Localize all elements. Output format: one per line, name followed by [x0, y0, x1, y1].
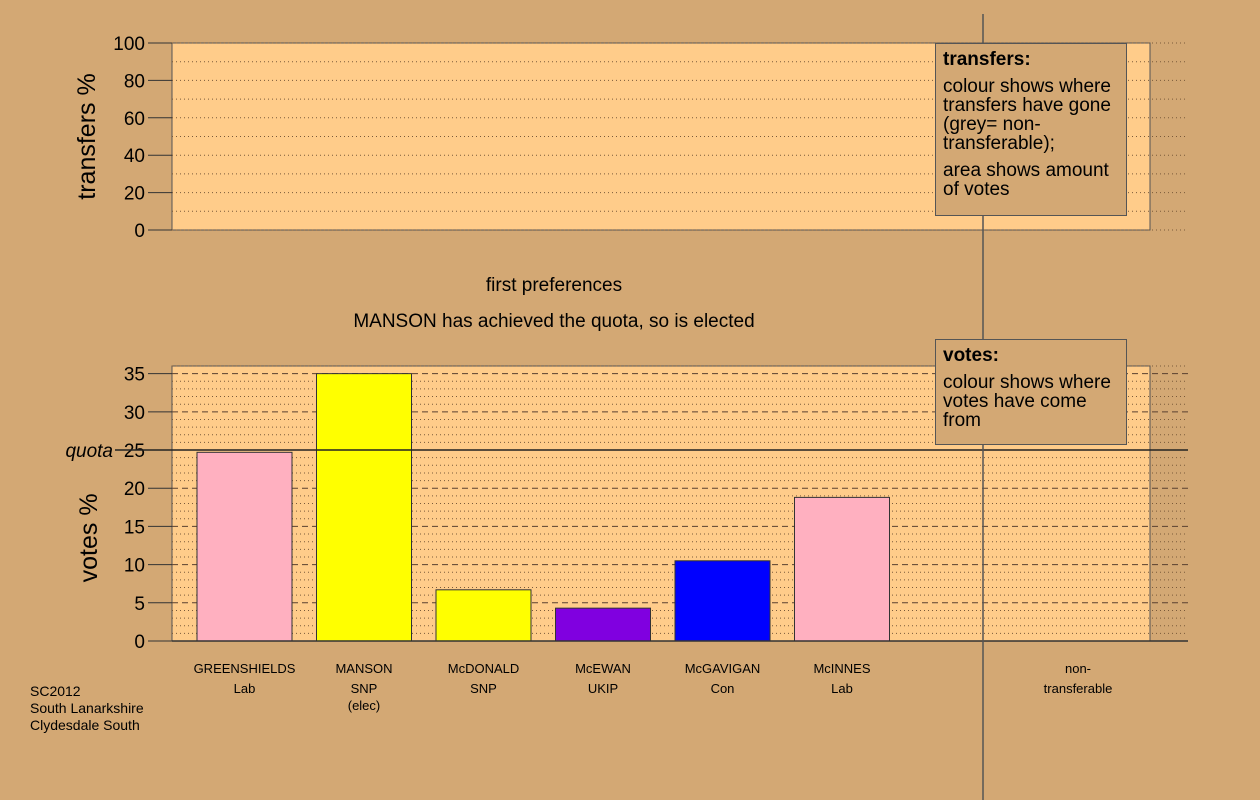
transfers-tick-label: 80 — [124, 71, 145, 92]
votes-tick-label: 15 — [124, 517, 145, 538]
candidate-note-label: (elec) — [348, 698, 381, 713]
transfers-legend-line1: colour shows where transfers have gone (… — [943, 76, 1111, 154]
votes-legend: votes: colour shows where votes have com… — [935, 339, 1127, 445]
candidate-name-label: McGAVIGAN — [685, 661, 761, 676]
votes-legend-line1: colour shows where votes have come from — [943, 372, 1111, 431]
votes-tick-label: 20 — [124, 479, 145, 500]
candidate-party-label: SNP — [351, 681, 378, 696]
votes-tick-label: 10 — [124, 556, 145, 577]
candidate-party-label: Con — [711, 681, 735, 696]
votes-axis-label: votes % — [75, 493, 103, 582]
nontransferable-label-line1: non- — [1065, 661, 1091, 676]
bar-mcewan — [555, 607, 651, 642]
quota-label: quota — [65, 441, 113, 462]
transfers-tick-label: 40 — [124, 146, 145, 167]
bar-greenshields — [196, 451, 293, 642]
stage-heading: first preferences — [486, 275, 622, 296]
bar-manson — [316, 373, 412, 642]
bar-mcinnes — [794, 496, 890, 642]
candidate-party-label: Lab — [831, 681, 853, 696]
nontransferable-label-line2: transferable — [1044, 681, 1113, 696]
transfers-tick-label: 20 — [124, 184, 145, 205]
footer-line1: SC2012 — [30, 683, 81, 699]
transfers-tick-label: 100 — [113, 34, 145, 55]
votes-tick-label: 25 — [124, 441, 145, 462]
transfers-legend-title: transfers: — [943, 49, 1031, 70]
votes-tick-label: 5 — [134, 594, 145, 615]
candidate-party-label: UKIP — [588, 681, 618, 696]
transfers-tick-label: 60 — [124, 109, 145, 130]
candidate-party-label: SNP — [470, 681, 497, 696]
footer-caption: SC2012 South Lanarkshire Clydesdale Sout… — [30, 683, 144, 734]
candidate-party-label: Lab — [234, 681, 256, 696]
bar-mcdonald — [435, 589, 532, 642]
transfers-legend: transfers: colour shows where transfers … — [935, 43, 1127, 216]
candidate-name-label: McEWAN — [575, 661, 631, 676]
transfers-tick-label: 0 — [134, 221, 145, 242]
transfers-legend-line2: area shows amount of votes — [943, 160, 1109, 200]
candidate-name-label: McDONALD — [448, 661, 520, 676]
votes-legend-title: votes: — [943, 345, 999, 366]
footer-line3: Clydesdale South — [30, 717, 140, 733]
footer-line2: South Lanarkshire — [30, 700, 144, 716]
transfers-axis-label: transfers % — [73, 73, 101, 199]
votes-tick-label: 30 — [124, 403, 145, 424]
votes-tick-label: 35 — [124, 365, 145, 386]
votes-tick-label: 0 — [134, 632, 145, 653]
candidate-name-label: GREENSHIELDS — [194, 661, 296, 676]
bar-mcgavigan — [674, 560, 771, 642]
candidate-name-label: McINNES — [813, 661, 870, 676]
status-heading: MANSON has achieved the quota, so is ele… — [353, 311, 754, 332]
candidate-name-label: MANSON — [335, 661, 392, 676]
